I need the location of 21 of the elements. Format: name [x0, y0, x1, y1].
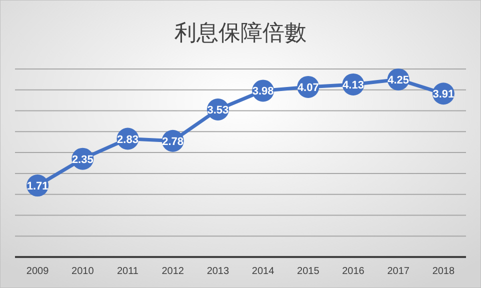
data-label: 2.83 — [117, 134, 138, 146]
data-label: 2.78 — [162, 136, 184, 148]
data-label: 4.07 — [297, 82, 319, 94]
x-tick-label: 2017 — [387, 266, 410, 277]
x-tick-label: 2015 — [297, 266, 320, 277]
x-tick-label: 2016 — [342, 266, 365, 277]
data-label: 2.35 — [72, 154, 94, 166]
x-tick-label: 2011 — [116, 266, 139, 277]
x-tick-label: 2018 — [432, 266, 456, 277]
data-label: 1.71 — [26, 180, 48, 193]
data-label: 3.91 — [432, 88, 454, 101]
data-label: 3.53 — [207, 104, 229, 117]
x-tick-label: 2013 — [206, 266, 230, 277]
x-tick-label: 2012 — [162, 266, 184, 277]
x-tick-label: 2014 — [252, 266, 275, 277]
data-label: 3.98 — [252, 86, 274, 98]
data-label: 4.13 — [342, 79, 364, 92]
data-label: 4.25 — [388, 74, 410, 86]
x-tick-label: 2009 — [26, 266, 50, 277]
chart-title: 利息保障倍數 — [174, 20, 306, 45]
x-tick-label: 2010 — [72, 266, 94, 277]
